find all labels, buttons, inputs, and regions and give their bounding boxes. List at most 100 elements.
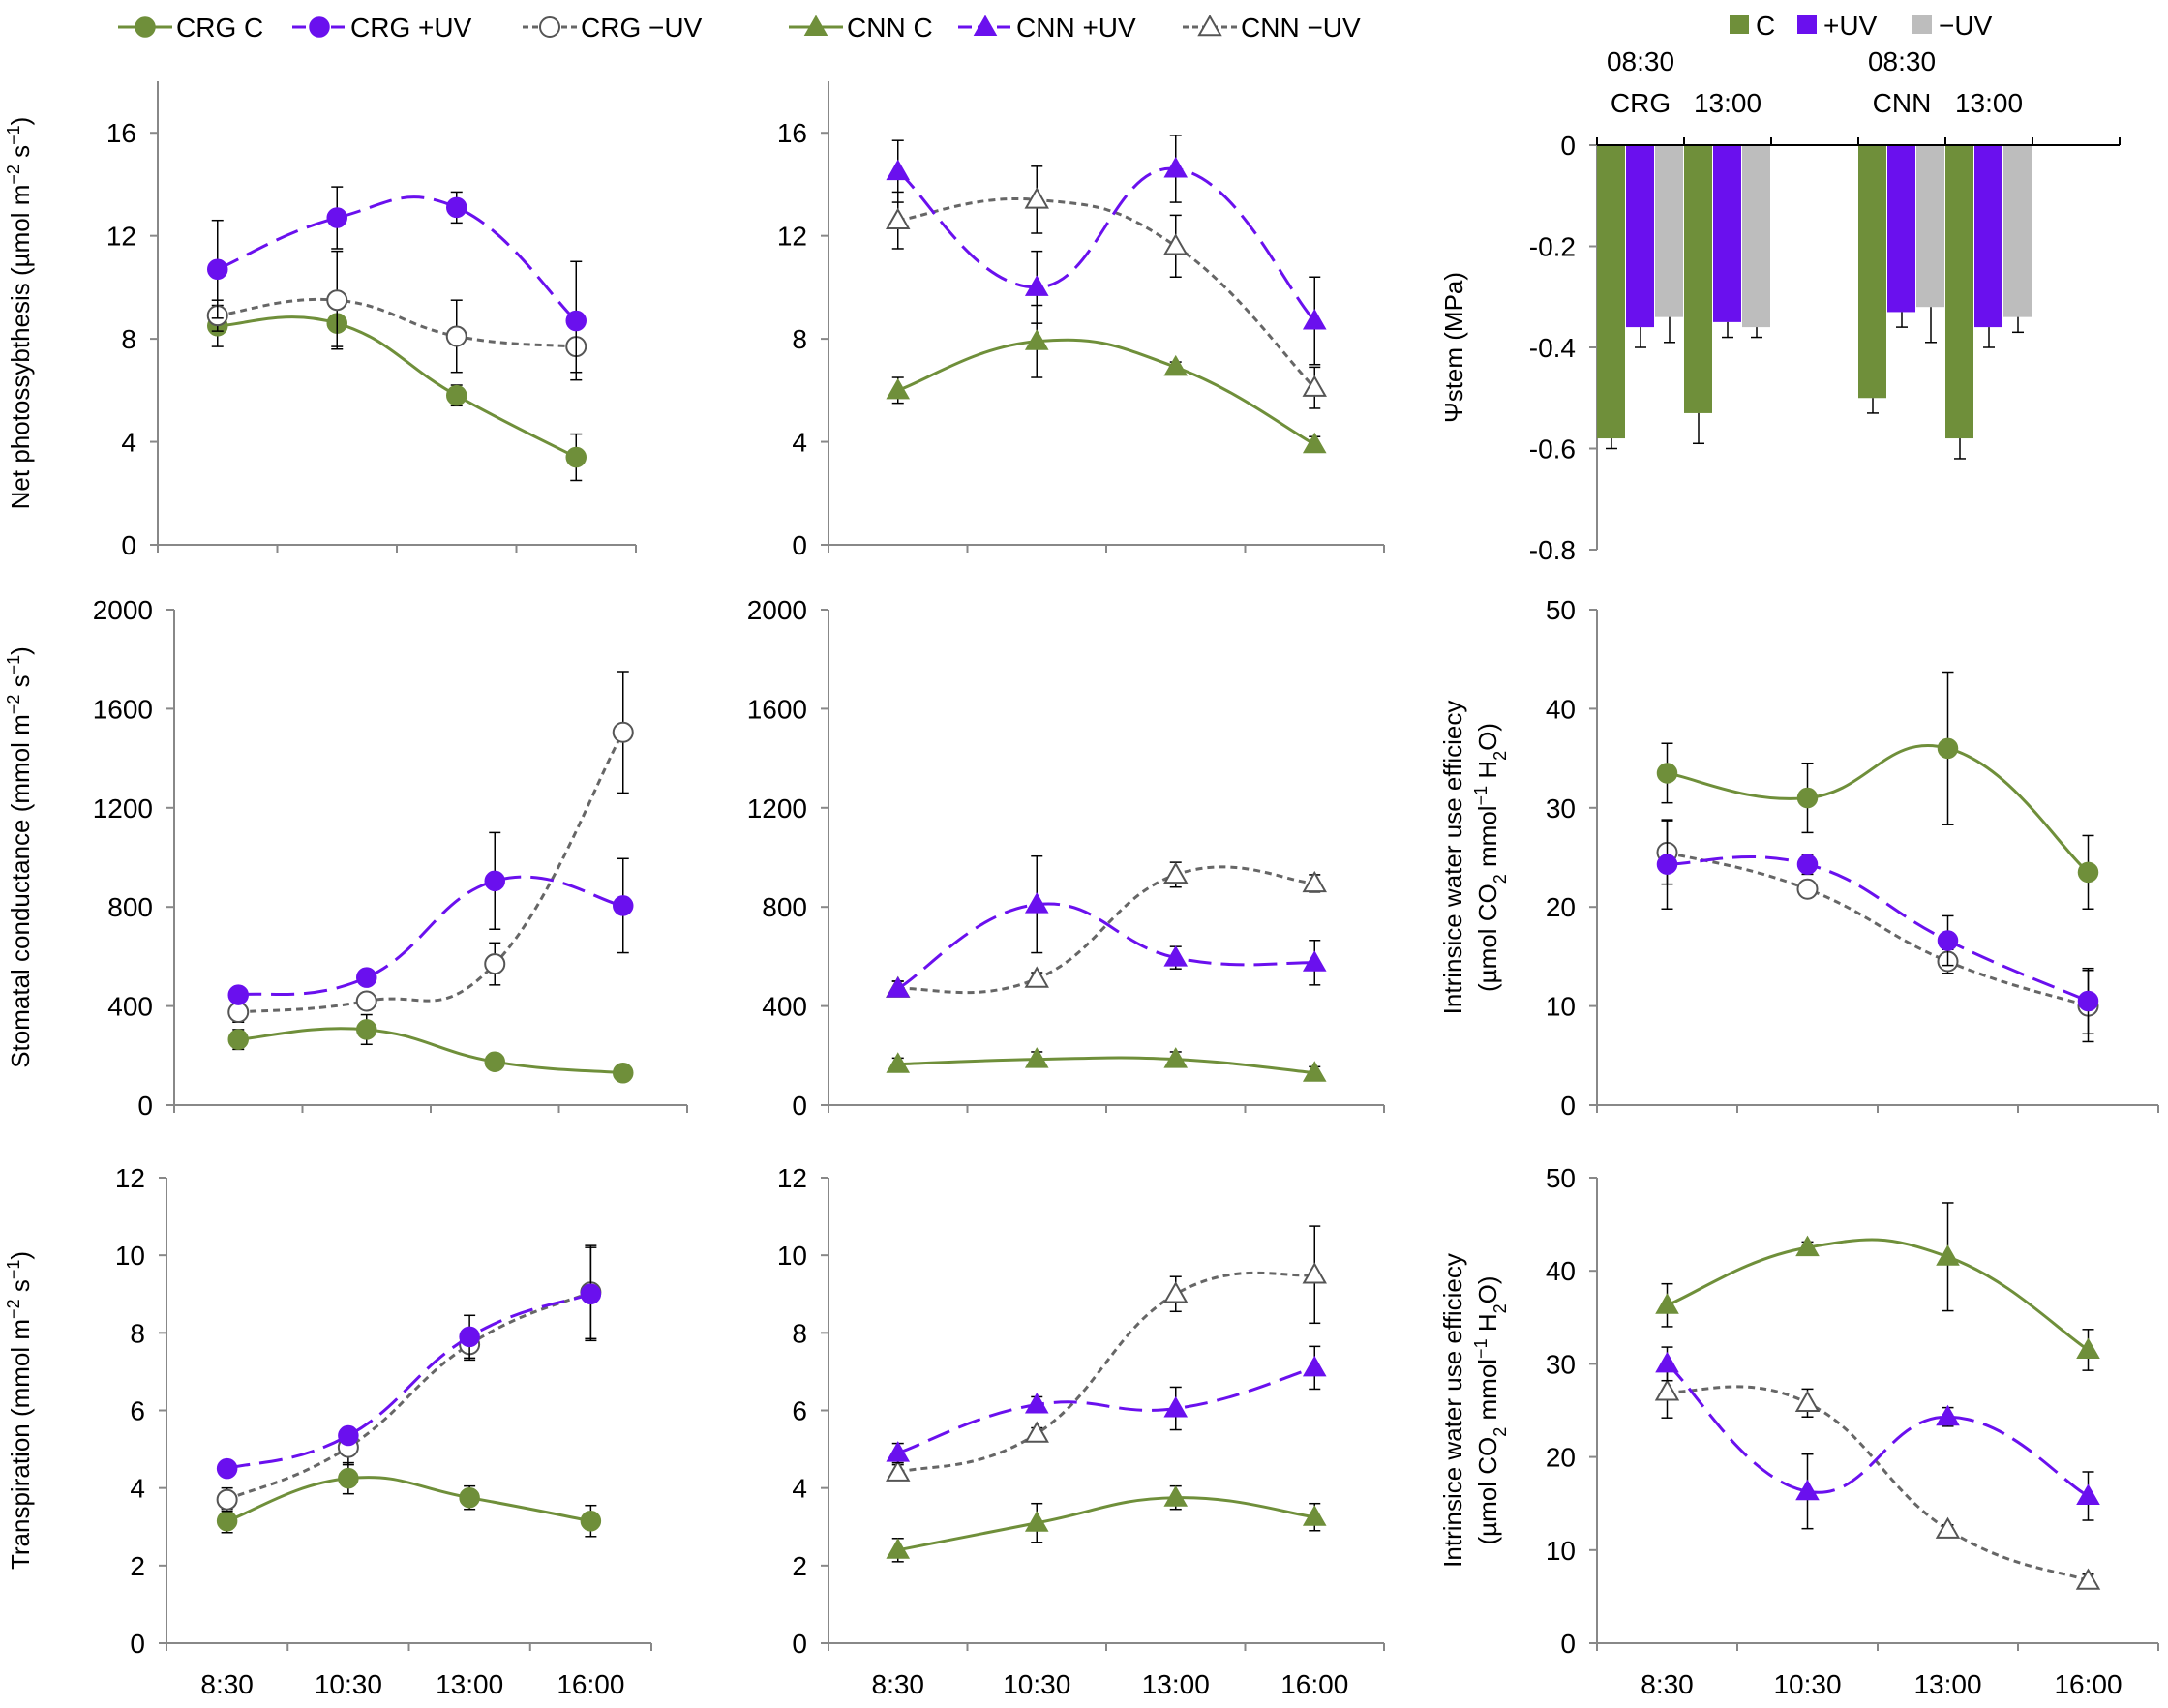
bar bbox=[1626, 145, 1654, 328]
series-crg-uv bbox=[216, 1244, 602, 1513]
series-line bbox=[1666, 1238, 2090, 1352]
y-tick-label: 0 bbox=[792, 1091, 807, 1121]
bar bbox=[1974, 145, 2002, 328]
series-line bbox=[217, 195, 578, 322]
x-tick-label: 8:30 bbox=[1641, 1669, 1694, 1699]
data-point bbox=[886, 377, 911, 400]
legend-label: CNN C bbox=[847, 13, 933, 43]
series-line bbox=[897, 1496, 1315, 1552]
bar-group: 08:30 CNN bbox=[1858, 46, 1944, 414]
data-point bbox=[484, 1051, 505, 1072]
legend-marker bbox=[973, 15, 998, 36]
series-line bbox=[226, 1292, 591, 1471]
data-point bbox=[1024, 1511, 1049, 1532]
data-point bbox=[886, 1538, 911, 1559]
bar bbox=[2003, 145, 2032, 317]
data-point bbox=[1024, 1047, 1049, 1068]
series-cnn-c bbox=[886, 304, 1327, 454]
legend-label: CRG −UV bbox=[581, 13, 703, 43]
crg_photo-panel: 0 4 8 12 16 Net photossybthesis (µmol m−2 s−1… bbox=[4, 81, 637, 560]
y-tick-label: -0.2 bbox=[1529, 232, 1576, 262]
series-cnn-uv bbox=[886, 1345, 1327, 1464]
legend-entry: CRG −UV bbox=[523, 13, 703, 43]
data-point bbox=[565, 446, 587, 468]
y-tick-label: 10 bbox=[777, 1241, 807, 1271]
series-line bbox=[897, 338, 1315, 446]
data-point bbox=[338, 1467, 359, 1489]
series-crg-uv bbox=[1656, 820, 2099, 1043]
legend-entry: CRG C bbox=[118, 13, 263, 43]
x-tick-label: 10:30 bbox=[1003, 1669, 1070, 1699]
data-point bbox=[1302, 1262, 1327, 1284]
y-tick-label: 2000 bbox=[747, 595, 807, 625]
data-point bbox=[1163, 1395, 1189, 1418]
bar-group: 13:00 bbox=[1684, 88, 1770, 445]
series-crg-c bbox=[216, 1461, 602, 1538]
group-label: 08:30 bbox=[1868, 46, 1936, 76]
y-tick-label: 4 bbox=[130, 1474, 145, 1504]
series-crg-uv bbox=[227, 671, 634, 1023]
cnn_wue-panel: 0 10 20 30 40 50 8:30 10:30 13:00 16:00 Intrinsice… bbox=[1438, 1163, 2159, 1699]
series-line bbox=[1667, 1385, 2090, 1582]
y-tick-label: 12 bbox=[106, 222, 136, 252]
series-line bbox=[217, 297, 577, 348]
y-tick-label: 0 bbox=[1560, 131, 1576, 161]
group-label: CRG bbox=[1611, 88, 1671, 118]
legend-label: C bbox=[1756, 11, 1775, 41]
x-tick-label: 10:30 bbox=[1773, 1669, 1841, 1699]
y-tick-label: 6 bbox=[792, 1396, 807, 1426]
series-cnn-uv bbox=[886, 165, 1327, 409]
crg_gs-panel: 0 400 800 1200 1600 2000 Stomatal conductance … bbox=[4, 595, 688, 1121]
data-point bbox=[1795, 1235, 1820, 1257]
data-point bbox=[1654, 1379, 1680, 1401]
legend-marker bbox=[803, 15, 828, 36]
data-point bbox=[338, 1424, 359, 1447]
y-tick-label: 10 bbox=[115, 1241, 145, 1271]
data-point bbox=[1163, 1281, 1189, 1303]
y-tick-label: 0 bbox=[792, 1629, 807, 1659]
group-label: 08:30 bbox=[1607, 46, 1674, 76]
y-tick-label: 400 bbox=[762, 992, 807, 1022]
data-point bbox=[565, 310, 587, 332]
data-point bbox=[1936, 1244, 1960, 1266]
legend-entry: CNN −UV bbox=[1183, 13, 1361, 43]
data-point bbox=[1302, 1355, 1327, 1377]
series-line bbox=[238, 1027, 623, 1075]
data-point bbox=[445, 325, 467, 347]
y-tick-label: 20 bbox=[1546, 892, 1576, 922]
y-tick-label: 0 bbox=[792, 530, 807, 560]
series-crg-uv bbox=[227, 831, 634, 1005]
data-point bbox=[459, 1486, 480, 1509]
data-point bbox=[459, 1326, 480, 1348]
series-crg-c bbox=[227, 1013, 634, 1084]
legend-entry: CRG +UV bbox=[292, 13, 472, 43]
bar bbox=[1597, 145, 1625, 439]
x-tick-label: 13:00 bbox=[1913, 1669, 1981, 1699]
data-point bbox=[207, 258, 228, 281]
data-point bbox=[1656, 763, 1678, 784]
y-tick-label: 50 bbox=[1546, 595, 1576, 625]
series-cnn-uv bbox=[886, 1225, 1327, 1482]
legend-swatch bbox=[1797, 15, 1817, 34]
legend-marker bbox=[1197, 14, 1222, 37]
series-cnn-uv bbox=[886, 861, 1327, 998]
bar bbox=[1916, 145, 1944, 308]
y-tick-label: 10 bbox=[1546, 1536, 1576, 1566]
legend-label: CNN +UV bbox=[1016, 13, 1136, 43]
crg_wue-ylabel: Intrinsice water use efficiecy (µmol CO2 … bbox=[1438, 701, 1510, 1015]
y-tick-label: 1200 bbox=[747, 794, 807, 824]
data-point bbox=[227, 984, 249, 1005]
x-tick-label: 13:00 bbox=[436, 1669, 503, 1699]
panels: 0 4 8 12 16 Net photossybthesis (µmol m−2 s−1… bbox=[4, 46, 2159, 1699]
legend-label: CRG C bbox=[176, 13, 263, 43]
y-tick-label: 30 bbox=[1546, 1349, 1576, 1379]
data-point bbox=[484, 870, 505, 892]
series-line bbox=[226, 1476, 591, 1523]
x-tick-label: 16:00 bbox=[2054, 1669, 2122, 1699]
bar bbox=[1742, 145, 1770, 328]
data-point bbox=[886, 976, 911, 998]
y-tick-label: 4 bbox=[792, 1474, 807, 1504]
series-line bbox=[1667, 851, 2089, 1008]
data-point bbox=[1302, 1505, 1327, 1526]
stem_bars-ylabel: Ψstem (MPa) bbox=[1439, 272, 1468, 423]
